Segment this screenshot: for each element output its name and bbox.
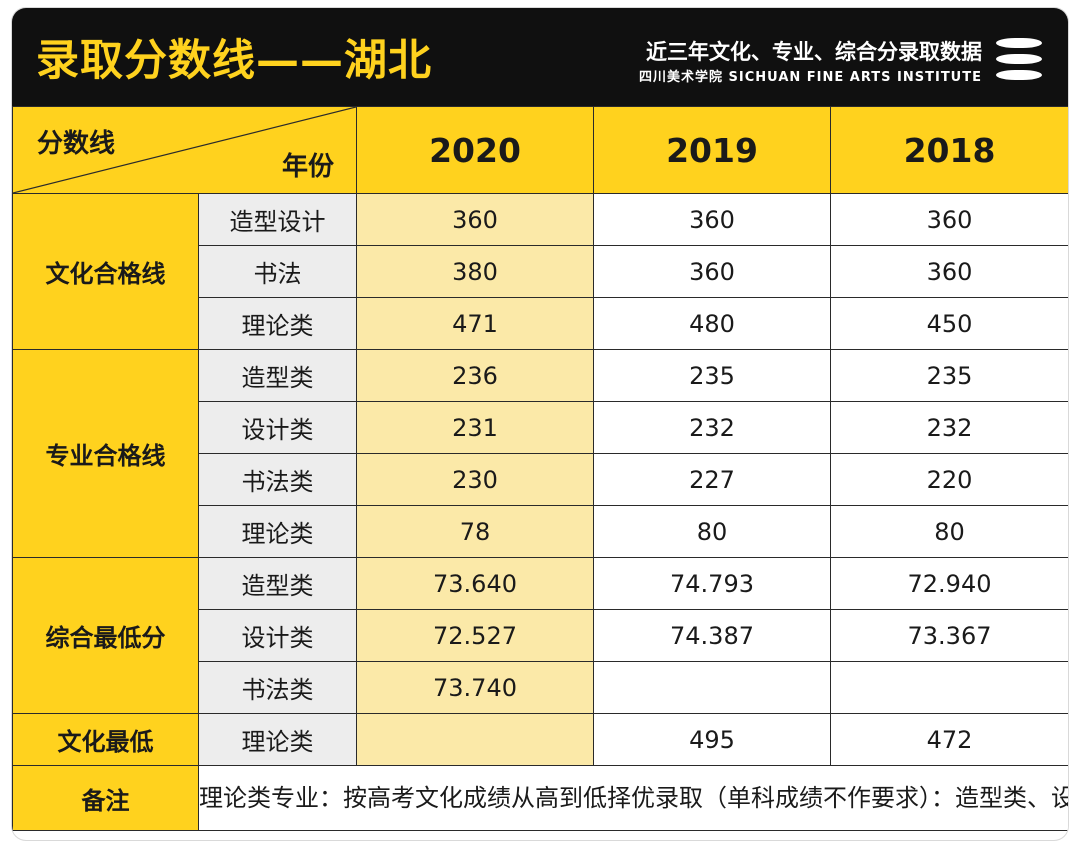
table-row: 专业合格线 造型类 236 235 235 [12,349,1068,558]
row-label: 书法类 [198,453,357,506]
cell-2018: 80 [830,505,1068,558]
table-row: 理论类 78 80 80 [13,505,1068,558]
cell-2019: 235 [593,349,831,402]
cell-2020: 73.640 [356,557,594,610]
year-header-2018: 2018 [830,106,1068,194]
cell-2019: 232 [593,401,831,454]
cell-2020: 78 [356,505,594,558]
cell-2019 [593,661,831,714]
row-label: 造型类 [198,349,357,402]
cell-2020: 380 [356,245,594,298]
cell-2019: 227 [593,453,831,506]
note-label: 备注 [12,765,199,831]
cell-2018 [830,661,1068,714]
cell-2018: 360 [830,193,1068,246]
cell-2020: 236 [356,349,594,402]
row-label: 设计类 [198,609,357,662]
cell-2020: 231 [356,401,594,454]
cell-2020: 471 [356,297,594,350]
cell-2018: 360 [830,245,1068,298]
header-subtitle: 近三年文化、专业、综合分录取数据 [646,40,982,64]
row-label: 书法 [198,245,357,298]
year-header-2020: 2020 [356,106,594,194]
institute-name: 四川美术学院 SICHUAN FINE ARTS INSTITUTE [639,70,982,85]
table-row: 设计类 72.527 74.387 73.367 [13,609,1068,662]
note-text: 理论类专业：按高考文化成绩从高到低择优录取（单科成绩不作要求）：造型类、设计类、… [198,765,1068,831]
note-row: 备注 理论类专业：按高考文化成绩从高到低择优录取（单科成绩不作要求）：造型类、设… [12,765,1068,831]
table-row: 综合最低分 造型类 73.640 74.793 72.940 [12,557,1068,714]
group-culture-pass: 文化合格线 [12,193,199,350]
cell-2018: 235 [830,349,1068,402]
table-row: 书法 380 360 360 [13,245,1068,298]
table-row: 设计类 231 232 232 [13,401,1068,454]
cell-2020 [356,713,594,766]
table-row: 文化最低 理论类 495 472 [12,713,1068,766]
group-culture-min: 文化最低 [12,713,199,766]
table-row: 理论类 471 480 450 [13,297,1068,350]
year-header-2019: 2019 [593,106,831,194]
table-row: 书法类 230 227 220 [13,453,1068,506]
cell-2020: 72.527 [356,609,594,662]
row-label: 造型设计 [198,193,357,246]
cell-2019: 480 [593,297,831,350]
header-banner: 录取分数线——湖北 近三年文化、专业、综合分录取数据 四川美术学院 SICHUA… [12,8,1068,106]
score-table: 分数线 年份 2020 2019 2018 文化合格线 造型设计 360 360… [12,106,1068,831]
cell-2019: 360 [593,193,831,246]
cell-2019: 360 [593,245,831,298]
row-label: 书法类 [198,661,357,714]
cell-2018: 220 [830,453,1068,506]
cell-2018: 232 [830,401,1068,454]
cell-2020: 230 [356,453,594,506]
corner-row-label: 分数线 [37,129,116,159]
cell-2018: 450 [830,297,1068,350]
cell-2018: 472 [830,713,1068,766]
cell-2019: 80 [593,505,831,558]
database-stack-icon [996,38,1042,80]
cell-2018: 73.367 [830,609,1068,662]
cell-2019: 74.793 [593,557,831,610]
row-label: 设计类 [198,401,357,454]
cell-2019: 74.387 [593,609,831,662]
corner-col-label: 年份 [281,152,334,182]
group-major-pass: 专业合格线 [12,349,199,558]
row-label: 理论类 [198,713,357,766]
group-composite-min: 综合最低分 [12,557,199,714]
cell-2018: 72.940 [830,557,1068,610]
row-label: 理论类 [198,297,357,350]
cell-2020: 73.740 [356,661,594,714]
diagonal-divider [13,107,356,193]
cell-2019: 495 [593,713,831,766]
corner-cell: 分数线 年份 [12,106,357,194]
table-header-row: 分数线 年份 2020 2019 2018 [12,106,1068,194]
row-label: 理论类 [198,505,357,558]
score-card: 录取分数线——湖北 近三年文化、专业、综合分录取数据 四川美术学院 SICHUA… [12,8,1068,840]
table-row: 文化合格线 造型设计 360 360 360 [12,193,1068,350]
cell-2020: 360 [356,193,594,246]
page-title: 录取分数线——湖北 [36,36,432,86]
row-label: 造型类 [198,557,357,610]
